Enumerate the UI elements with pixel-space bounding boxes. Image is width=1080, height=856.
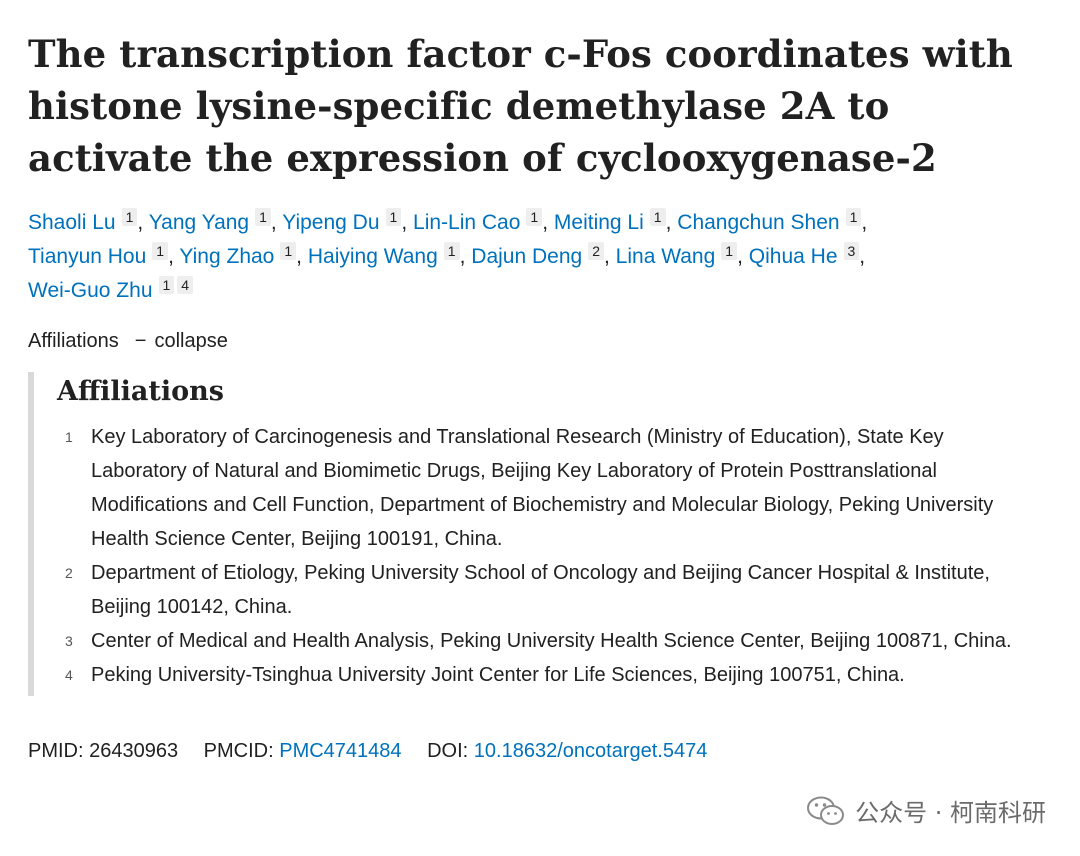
- affiliation-item: 4 Peking University-Tsinghua University …: [57, 658, 1058, 692]
- affiliation-ref-button[interactable]: 1: [385, 208, 402, 226]
- affiliation-number: 1: [65, 429, 73, 445]
- pmid-label: PMID:: [28, 740, 84, 762]
- author-link[interactable]: Wei-Guo Zhu: [28, 279, 153, 302]
- pmid-value: 26430963: [89, 740, 179, 762]
- author-link[interactable]: Qihua He: [748, 245, 838, 268]
- affiliation-ref-button[interactable]: 1: [255, 208, 271, 226]
- affiliations-panel: Affiliations 1 Key Laboratory of Carcino…: [28, 372, 1058, 696]
- article-title: The transcription factor c-Fos coordinat…: [28, 32, 1013, 180]
- author-entry: Tianyun Hou 1,: [28, 242, 174, 268]
- affiliation-text: Key Laboratory of Carcinogenesis and Tra…: [91, 426, 994, 550]
- author-entry: Dajun Deng 2,: [471, 242, 610, 268]
- affiliation-text: Department of Etiology, Peking Universit…: [91, 562, 990, 618]
- author-link[interactable]: Ying Zhao: [179, 245, 275, 268]
- affiliation-text: Peking University-Tsinghua University Jo…: [91, 664, 905, 686]
- author-entry: Wei-Guo Zhu 1 4: [28, 276, 194, 302]
- affiliation-ref-button[interactable]: 1: [526, 208, 543, 226]
- author-entry: Ying Zhao 1,: [179, 242, 302, 268]
- author-entry: Meiting Li 1,: [553, 208, 672, 234]
- author-separator: ,: [401, 211, 408, 234]
- author-separator: ,: [296, 245, 302, 268]
- affiliation-text: Center of Medical and Health Analysis, P…: [91, 630, 1012, 652]
- author-entry: Haiying Wang 1,: [307, 242, 466, 268]
- author-entry: Changchun Shen 1,: [677, 208, 868, 234]
- author-link[interactable]: Shaoli Lu: [28, 211, 116, 234]
- author-separator: ,: [603, 245, 610, 268]
- affiliation-ref-button[interactable]: 1: [649, 208, 666, 226]
- author-link[interactable]: Yang Yang: [148, 211, 250, 234]
- affiliation-ref-button[interactable]: 1: [845, 208, 862, 226]
- author-entry: Shaoli Lu 1,: [28, 208, 144, 234]
- author-separator: ,: [665, 211, 672, 234]
- wechat-watermark: 公众号 · 柯南科研: [807, 793, 1046, 828]
- author-link[interactable]: Tianyun Hou: [28, 245, 147, 268]
- affiliation-item: 2 Department of Etiology, Peking Univers…: [57, 556, 1058, 624]
- author-separator: ,: [737, 245, 743, 268]
- affiliations-toggle-label: Affiliations: [28, 330, 119, 352]
- toggle-dash: −: [134, 330, 147, 352]
- author-separator: ,: [270, 211, 277, 234]
- author-entry: Yipeng Du 1,: [282, 208, 408, 234]
- author-separator: ,: [542, 211, 549, 234]
- affiliation-ref-button[interactable]: 1: [158, 276, 175, 294]
- author-separator: ,: [861, 211, 868, 234]
- author-link[interactable]: Meiting Li: [553, 211, 644, 234]
- author-link[interactable]: Lin-Lin Cao: [413, 211, 521, 234]
- affiliation-ref-button[interactable]: 1: [721, 242, 738, 260]
- author-link[interactable]: Dajun Deng: [471, 245, 583, 268]
- author-list: Shaoli Lu 1, Yang Yang 1, Yipeng Du 1, Lin-…: [28, 206, 1058, 308]
- affiliation-number: 3: [65, 633, 73, 649]
- author-separator: ,: [168, 245, 174, 268]
- pmcid-label: PMCID:: [203, 740, 274, 762]
- affiliation-ref-button[interactable]: 1: [280, 242, 297, 260]
- author-link[interactable]: Haiying Wang: [307, 245, 438, 268]
- affiliation-ref-button[interactable]: 3: [843, 242, 860, 260]
- author-separator: ,: [137, 211, 144, 234]
- affiliations-toggle: Affiliations − collapse: [28, 326, 1058, 356]
- affiliations-list: 1 Key Laboratory of Carcinogenesis and T…: [57, 420, 1058, 692]
- affiliation-number: 4: [65, 667, 73, 683]
- identifiers: PMID: 26430963 PMCID: PMC4741484 DOI: 10…: [28, 736, 1058, 766]
- affiliation-ref-button[interactable]: 2: [588, 242, 604, 260]
- article-header: The transcription factor c-Fos coordinat…: [28, 28, 1058, 766]
- affiliation-item: 1 Key Laboratory of Carcinogenesis and T…: [57, 420, 1058, 556]
- affiliation-ref-button[interactable]: 1: [152, 242, 169, 260]
- watermark-text: 公众号 · 柯南科研: [855, 799, 1046, 827]
- author-link[interactable]: Changchun Shen: [677, 211, 840, 234]
- author-entry: Lina Wang 1,: [615, 242, 743, 268]
- doi-link[interactable]: 10.18632/oncotarget.5474: [473, 740, 708, 762]
- affiliation-ref-button[interactable]: 1: [121, 208, 138, 226]
- author-entry: Qihua He 3,: [748, 242, 866, 268]
- wechat-icon: [807, 796, 845, 825]
- affiliation-number: 2: [65, 565, 73, 581]
- collapse-button[interactable]: collapse: [154, 330, 228, 352]
- author-separator: ,: [859, 245, 866, 268]
- doi-label: DOI:: [427, 740, 469, 762]
- pmcid-link[interactable]: PMC4741484: [279, 740, 402, 762]
- affiliation-ref-button[interactable]: 4: [177, 276, 194, 294]
- author-link[interactable]: Lina Wang: [615, 245, 716, 268]
- affiliations-heading: Affiliations: [57, 376, 224, 407]
- affiliation-item: 3 Center of Medical and Health Analysis,…: [57, 624, 1058, 658]
- author-separator: ,: [459, 245, 466, 268]
- affiliation-ref-button[interactable]: 1: [443, 242, 460, 260]
- author-entry: Lin-Lin Cao 1,: [413, 208, 549, 234]
- author-link[interactable]: Yipeng Du: [282, 211, 380, 234]
- author-entry: Yang Yang 1,: [148, 208, 277, 234]
